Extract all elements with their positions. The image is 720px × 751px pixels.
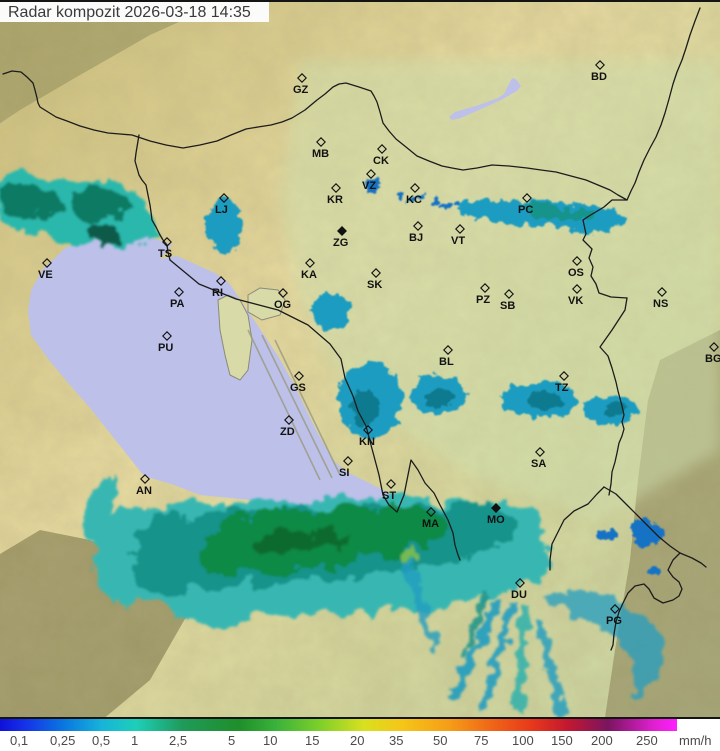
- svg-text:DU: DU: [511, 589, 527, 601]
- svg-text:ZG: ZG: [333, 237, 348, 249]
- svg-text:SK: SK: [367, 279, 382, 291]
- svg-text:75: 75: [474, 733, 488, 748]
- svg-text:VK: VK: [568, 295, 583, 307]
- svg-text:0,5: 0,5: [92, 733, 110, 748]
- svg-text:250: 250: [636, 733, 658, 748]
- svg-text:35: 35: [389, 733, 403, 748]
- svg-text:OS: OS: [568, 267, 584, 279]
- svg-text:GS: GS: [290, 382, 306, 394]
- svg-text:KA: KA: [301, 269, 317, 281]
- svg-text:PU: PU: [158, 342, 173, 354]
- svg-text:TZ: TZ: [555, 382, 569, 394]
- svg-text:TS: TS: [158, 248, 172, 260]
- svg-text:50: 50: [433, 733, 447, 748]
- svg-text:NS: NS: [653, 298, 668, 310]
- svg-text:MB: MB: [312, 148, 329, 160]
- svg-text:BJ: BJ: [409, 232, 423, 244]
- svg-text:KN: KN: [359, 436, 375, 448]
- svg-text:KR: KR: [327, 194, 343, 206]
- svg-text:2,5: 2,5: [169, 733, 187, 748]
- svg-text:KC: KC: [406, 194, 422, 206]
- svg-text:0,1: 0,1: [10, 733, 28, 748]
- svg-text:15: 15: [305, 733, 319, 748]
- svg-text:VT: VT: [451, 235, 465, 247]
- svg-text:BG: BG: [705, 353, 720, 365]
- svg-text:ZD: ZD: [280, 426, 295, 438]
- svg-text:200: 200: [591, 733, 613, 748]
- svg-text:RI: RI: [212, 287, 223, 299]
- svg-text:20: 20: [350, 733, 364, 748]
- svg-text:GZ: GZ: [293, 84, 309, 96]
- svg-text:SI: SI: [339, 467, 349, 479]
- svg-text:SB: SB: [500, 300, 515, 312]
- svg-text:VE: VE: [38, 269, 53, 281]
- svg-text:VZ: VZ: [362, 180, 376, 192]
- svg-text:1: 1: [131, 733, 138, 748]
- svg-text:Radar kompozit 2026-03-18 14: Radar kompozit 2026-03-18 14:35: [8, 4, 251, 21]
- svg-text:mm/h: mm/h: [679, 733, 712, 748]
- svg-text:OG: OG: [274, 299, 291, 311]
- svg-text:PA: PA: [170, 298, 185, 310]
- svg-text:LJ: LJ: [215, 204, 228, 216]
- svg-text:AN: AN: [136, 485, 152, 497]
- svg-text:CK: CK: [373, 155, 389, 167]
- svg-text:SA: SA: [531, 458, 546, 470]
- svg-text:PC: PC: [518, 204, 533, 216]
- svg-text:PZ: PZ: [476, 294, 490, 306]
- svg-text:100: 100: [512, 733, 534, 748]
- svg-text:BL: BL: [439, 356, 454, 368]
- svg-text:MA: MA: [422, 518, 439, 530]
- svg-text:BD: BD: [591, 71, 607, 83]
- svg-text:10: 10: [263, 733, 277, 748]
- svg-text:5: 5: [228, 733, 235, 748]
- svg-text:PG: PG: [606, 615, 622, 627]
- svg-text:ST: ST: [382, 490, 396, 502]
- svg-text:MO: MO: [487, 514, 505, 526]
- svg-text:0,25: 0,25: [50, 733, 75, 748]
- svg-text:150: 150: [551, 733, 573, 748]
